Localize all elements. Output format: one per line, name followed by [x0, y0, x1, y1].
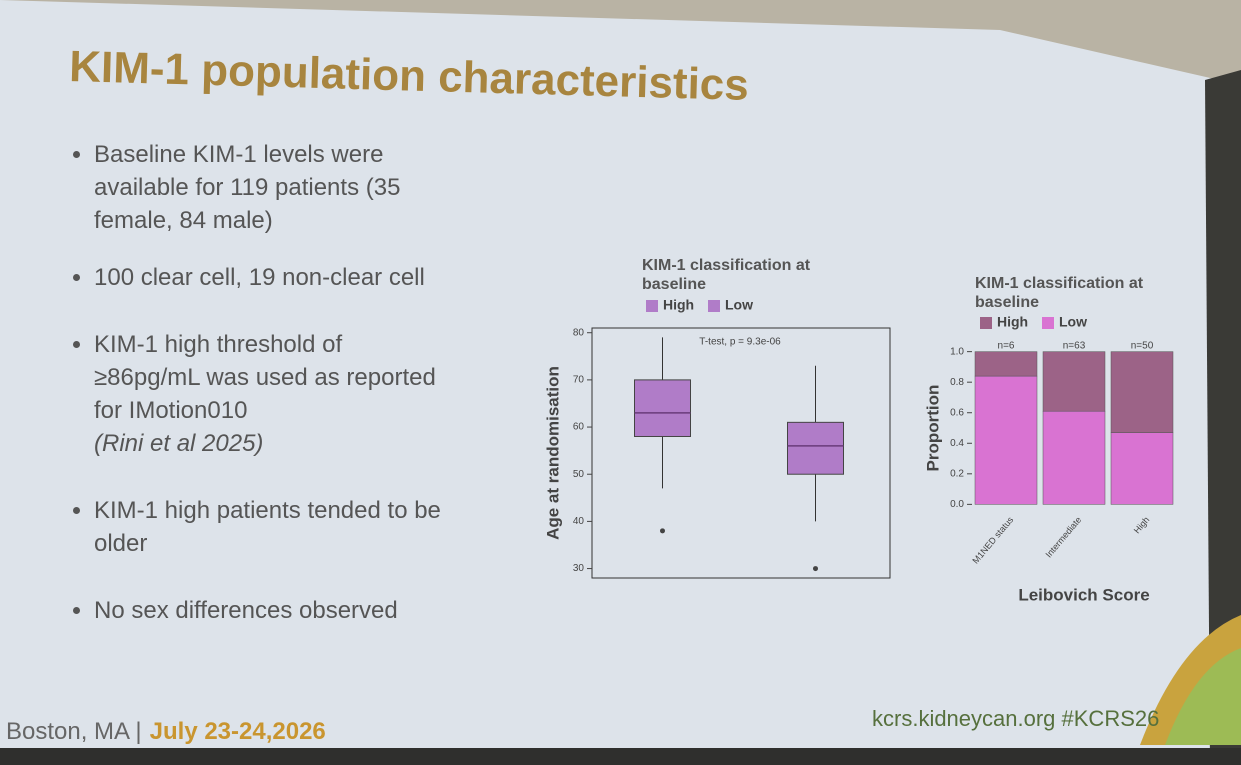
footer: Boston, MA | July 23-24,2026 [6, 718, 326, 746]
outlier [813, 566, 818, 572]
bullet-list: Baseline KIM-1 levels were available for… [62, 138, 474, 661]
box [787, 421, 844, 475]
bullet: Baseline KIM-1 levels were available for… [94, 138, 474, 237]
room-background [0, 0, 1241, 85]
y-tick-label: 0.4 [950, 438, 964, 449]
y-tick-label: 0.2 [950, 468, 964, 479]
y-tick-label: 40 [573, 516, 585, 527]
y-tick-label: 0.6 [950, 407, 964, 418]
box [634, 379, 691, 437]
y-tick-label: 50 [573, 469, 585, 480]
bar-annotation: n=63 [1063, 340, 1086, 351]
y-tick-label: 60 [573, 422, 585, 433]
legend-swatch [708, 300, 720, 312]
citation: (Rini et al 2025) [94, 430, 264, 457]
bullet-text: 100 clear cell, 19 non-clear cell [94, 264, 425, 291]
x-tick-label: M1NED status [970, 514, 1015, 565]
y-tick-label: 0.0 [950, 499, 964, 510]
bar-annotation: n=6 [998, 340, 1015, 351]
legend-swatch [1042, 317, 1054, 329]
chart-title: KIM-1 classification at baseline [642, 257, 811, 293]
bullet: No sex differences observed [94, 594, 474, 627]
decoration [1165, 648, 1241, 745]
bullet-text: Baseline KIM-1 levels were available for… [94, 141, 401, 234]
screen-frame [1205, 70, 1241, 765]
y-tick-label: 0.8 [950, 377, 964, 388]
dates: July 23-24,2026 [149, 718, 326, 745]
bullet: KIM-1 high threshold of ≥86pg/mL was use… [94, 328, 454, 460]
y-axis-label: Age at randomisation [543, 366, 562, 540]
legend-label: High [663, 297, 694, 313]
location: Boston, MA [6, 718, 129, 745]
legend-label: Low [725, 297, 753, 313]
x-axis-label: Leibovich Score [1018, 585, 1149, 604]
y-tick-label: 80 [573, 327, 585, 338]
plot-frame [591, 327, 891, 579]
bar-segment [1042, 351, 1106, 412]
y-axis-label: Proportion [923, 385, 942, 472]
separator: | [135, 718, 142, 745]
legend-label: Low [1059, 314, 1087, 330]
y-tick-label: 70 [573, 375, 585, 386]
bar-segment [1110, 351, 1174, 433]
x-tick-label: Intermediate [1044, 515, 1084, 560]
bar-segment [1110, 432, 1174, 505]
bar-segment [974, 375, 1038, 505]
chart-title: KIM-1 classification at baseline [975, 275, 1144, 311]
y-tick-label: 30 [573, 563, 585, 574]
legend-label: High [997, 314, 1028, 330]
x-tick-label: High [1132, 515, 1152, 536]
bar-segment [974, 351, 1038, 377]
bar-segment [1042, 410, 1106, 505]
bar-annotation: n=50 [1131, 340, 1154, 351]
bullet: 100 clear cell, 19 non-clear cell [94, 261, 474, 294]
bullet-text: KIM-1 high patients tended to be older [94, 497, 441, 557]
bullet-text: No sex differences observed [94, 597, 398, 624]
legend-swatch [980, 317, 992, 329]
y-tick-label: 1.0 [950, 346, 964, 357]
outlier [660, 528, 665, 534]
legend-swatch [646, 300, 658, 312]
bullet: KIM-1 high patients tended to be older [94, 494, 474, 560]
bullet-text: KIM-1 high threshold of ≥86pg/mL was use… [94, 331, 436, 424]
annotation: T-test, p = 9.3e-06 [699, 337, 781, 348]
screen-frame [0, 748, 1241, 765]
website: kcrs.kidneycan.org #KCRS26 [872, 706, 1160, 731]
